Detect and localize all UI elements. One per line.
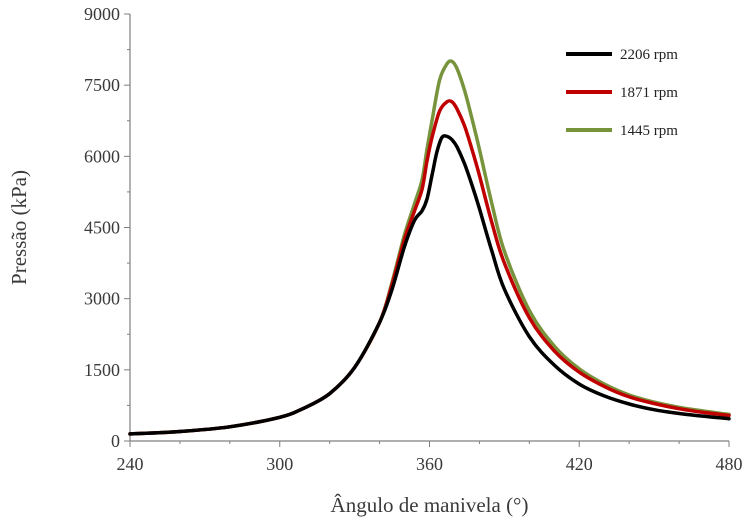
y-tick-label: 3000 [84, 289, 120, 309]
y-axis-title: Pressão (kPa) [7, 170, 31, 285]
y-tick-label: 6000 [84, 146, 120, 166]
x-tick-label: 240 [117, 454, 144, 474]
series-line-2206-rpm [128, 134, 731, 436]
x-tick-label: 360 [416, 454, 443, 474]
y-tick-label: 0 [111, 431, 120, 451]
legend-label: 2206 rpm [620, 47, 678, 63]
series-line-1871-rpm [128, 99, 731, 436]
axes [129, 14, 729, 442]
series-line-1445-rpm [128, 59, 731, 436]
legend: 2206 rpm 1871 rpm 1445 rpm [566, 47, 678, 139]
legend-label: 1445 rpm [620, 123, 678, 139]
y-tick-label: 1500 [84, 360, 120, 380]
ticks: 0 1500 3000 4500 6000 7500 9000 240 300 360 420 480 [84, 4, 743, 474]
x-axis-title: Ângulo de manivela (°) [331, 493, 529, 517]
series-lines [128, 59, 731, 436]
x-tick-label: 420 [566, 454, 593, 474]
x-tick-label: 480 [716, 454, 743, 474]
legend-label: 1871 rpm [620, 85, 678, 101]
y-tick-label: 7500 [84, 75, 120, 95]
y-tick-label: 9000 [84, 4, 120, 24]
x-tick-label: 300 [266, 454, 293, 474]
y-tick-label: 4500 [84, 218, 120, 238]
